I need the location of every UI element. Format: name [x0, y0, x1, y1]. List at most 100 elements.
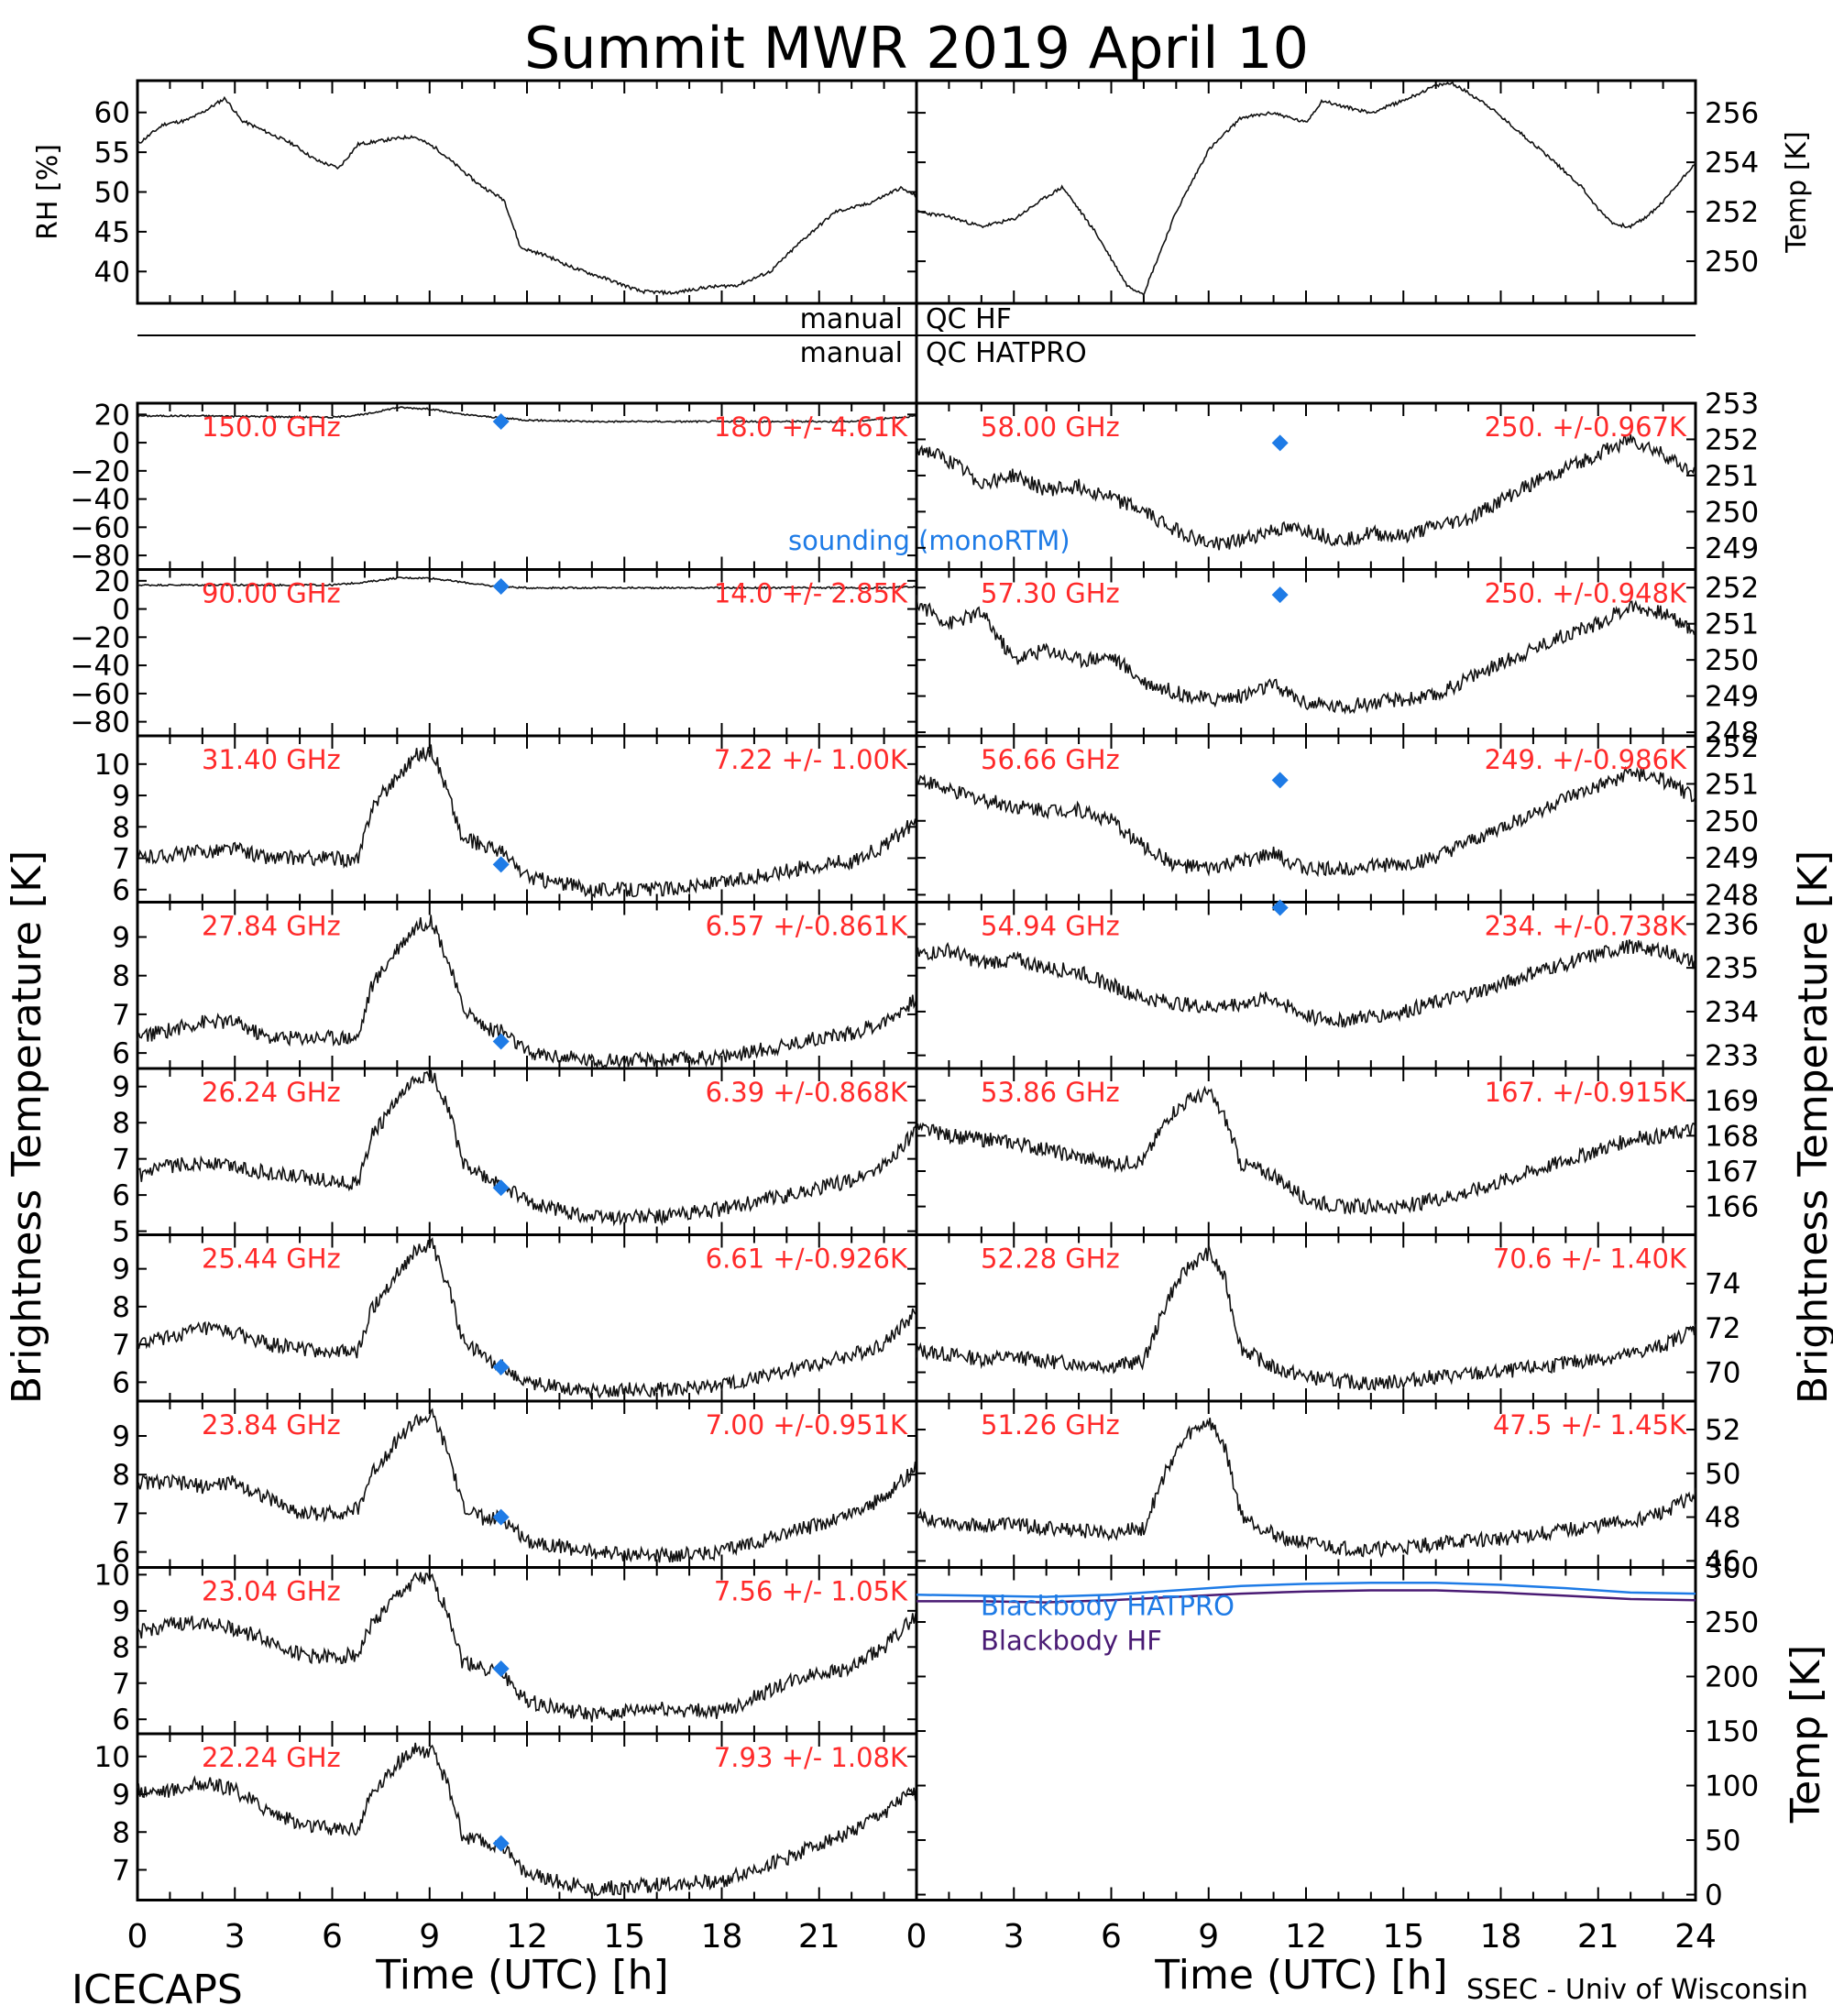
channel-stats-label: 18.0 +/- 4.61K	[714, 411, 908, 443]
channel-frequency-label: 31.40 GHz	[202, 744, 341, 775]
channel-frequency-label: 27.84 GHz	[202, 911, 341, 942]
y-tick-label: 6	[112, 1704, 130, 1737]
x-tick-label: 15	[1382, 1918, 1424, 1956]
rh-axis-label: RH [%]	[32, 144, 64, 240]
y-tick-label: 252	[1705, 423, 1759, 456]
channel-trace	[916, 939, 1696, 1029]
x-tick-label: 21	[1577, 1918, 1619, 1956]
y-tick-label: 8	[112, 1291, 130, 1324]
channel-stats-label: 7.56 +/- 1.05K	[714, 1576, 908, 1607]
sounding-marker	[1271, 772, 1289, 789]
y-tick-label: 70	[1705, 1357, 1740, 1390]
channel-stats-label: 47.5 +/- 1.45K	[1493, 1409, 1687, 1441]
x-tick-label: 12	[1285, 1918, 1327, 1956]
temp-panel: 256 254 252 250 Temp [K]	[915, 79, 1813, 305]
y-tick-label: 9	[112, 1779, 130, 1812]
y-tick-label: 55	[94, 137, 130, 170]
y-tick-label: 256	[1705, 97, 1759, 130]
y-tick-label: 7	[112, 1668, 130, 1701]
sounding-marker	[492, 577, 510, 595]
x-tick-label: 6	[322, 1918, 343, 1956]
y-tick-label: 8	[112, 811, 130, 844]
x-tick-label: 12	[506, 1918, 548, 1956]
sounding-marker	[492, 1358, 510, 1375]
y-tick-label: 52	[1705, 1414, 1740, 1447]
x-tick-label: 0	[906, 1918, 927, 1956]
x-tick-label: 18	[701, 1918, 743, 1956]
channel-stats-label: 234. +/-0.738K	[1485, 911, 1687, 942]
y-tick-label: 248	[1705, 879, 1759, 912]
sounding-marker	[492, 1660, 510, 1677]
channel-trace	[137, 1237, 917, 1400]
y-tick-label: 254	[1705, 147, 1759, 180]
channel-trace	[137, 1572, 917, 1723]
qc-hatpro-left: manual	[800, 337, 903, 369]
left-y-title: Brightness Temperature [K]	[4, 850, 50, 1404]
channel-trace	[137, 1742, 917, 1897]
y-tick-label: 236	[1705, 908, 1759, 941]
y-tick-label: 7	[112, 1144, 130, 1177]
y-tick-label: −20	[71, 455, 130, 488]
right-x-title: Time (UTC) [h]	[1154, 1952, 1447, 1999]
channel-trace	[916, 1244, 1696, 1391]
y-tick-label: 40	[94, 256, 130, 289]
sounding-marker	[492, 1835, 510, 1852]
temp-axis-label: Temp [K]	[1781, 131, 1813, 254]
qc-hf-right: QC HF	[926, 303, 1012, 335]
channel-trace	[137, 915, 917, 1069]
right-y-title: Brightness Temperature [K]	[1790, 850, 1833, 1404]
y-tick-label: 20	[94, 399, 130, 432]
y-tick-label: 233	[1705, 1040, 1759, 1073]
y-tick-label: −40	[71, 484, 130, 517]
y-tick-label: −80	[71, 707, 130, 740]
y-tick-label: 167	[1705, 1156, 1759, 1189]
y-tick-label: 48	[1705, 1502, 1740, 1535]
x-tick-label: 24	[1674, 1918, 1717, 1956]
channel-trace	[137, 576, 917, 590]
channel-frequency-label: 54.94 GHz	[981, 911, 1120, 942]
y-tick-label: 9	[112, 780, 130, 813]
y-tick-label: 0	[112, 427, 130, 460]
y-tick-label: 251	[1705, 608, 1759, 641]
y-tick-label: 169	[1705, 1085, 1759, 1118]
temp-trace	[916, 82, 1696, 297]
y-tick-label: 10	[94, 749, 130, 782]
channel-stats-label: 70.6 +/- 1.40K	[1493, 1244, 1687, 1275]
y-tick-label: 300	[1705, 1552, 1759, 1585]
channel-trace	[137, 1408, 917, 1563]
y-tick-label: 7	[112, 1497, 130, 1530]
channel-trace	[137, 1069, 917, 1227]
sounding-marker	[1271, 899, 1289, 916]
channel-frequency-label: 90.00 GHz	[202, 578, 341, 609]
y-tick-label: 234	[1705, 996, 1759, 1029]
channel-stats-label: 7.93 +/- 1.08K	[714, 1742, 908, 1773]
y-tick-label: 8	[112, 1816, 130, 1849]
sounding-marker	[1271, 586, 1289, 604]
channel-frequency-label: 51.26 GHz	[981, 1409, 1120, 1441]
channel-stats-label: 7.00 +/-0.951K	[706, 1409, 908, 1441]
temp-frame	[915, 79, 1697, 305]
y-tick-label: 7	[112, 999, 130, 1032]
y-tick-label: 7	[112, 1329, 130, 1362]
y-tick-label: 10	[94, 1559, 130, 1592]
channel-frequency-label: 25.44 GHz	[202, 1244, 341, 1275]
y-tick-label: 50	[1705, 1824, 1740, 1857]
sounding-marker	[492, 856, 510, 873]
sounding-marker	[1271, 434, 1289, 452]
y-tick-label: 6	[112, 1037, 130, 1070]
y-tick-label: 7	[112, 843, 130, 876]
y-tick-label: −60	[71, 678, 130, 711]
blackbody-hatpro-label: Blackbody HATPRO	[981, 1591, 1235, 1622]
y-tick-label: 6	[112, 1537, 130, 1570]
channel-trace	[137, 744, 917, 899]
channel-frequency-label: 52.28 GHz	[981, 1244, 1120, 1275]
x-tick-label: 21	[798, 1918, 840, 1956]
bottom-time-axis: 0 3 6 9 12 15 18 21 0 3 6 9 12 15 18 21 24	[127, 1918, 1717, 1956]
y-tick-label: 6	[112, 874, 130, 907]
y-tick-label: 8	[112, 1459, 130, 1492]
channel-frequency-label: 58.00 GHz	[981, 411, 1120, 443]
y-tick-label: 60	[94, 97, 130, 130]
y-tick-label: 0	[1705, 1879, 1723, 1912]
